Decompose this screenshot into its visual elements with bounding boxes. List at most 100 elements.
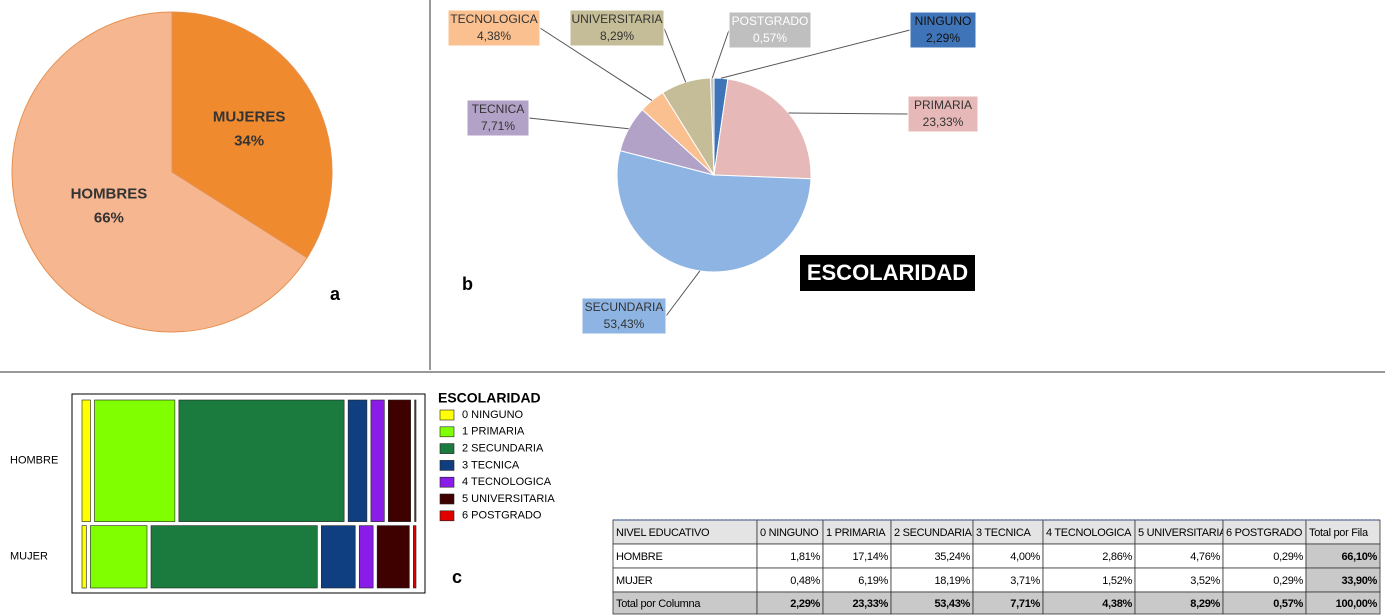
table-cell	[756, 543, 824, 569]
table-cell	[1042, 519, 1136, 545]
table-text: 3,52%	[1190, 575, 1220, 587]
slice-label: POSTGRADO	[732, 14, 809, 28]
panel-label: b	[462, 274, 473, 294]
table-header: 3 TECNICA	[976, 527, 1032, 539]
table-text: MUJER	[616, 575, 653, 587]
mosaic-tile	[90, 525, 148, 589]
label-box	[466, 99, 530, 137]
table-text: 0,29%	[1273, 551, 1303, 563]
pie-slice	[713, 78, 812, 180]
mosaic-tile	[358, 525, 374, 589]
slice-value: 53,43%	[604, 317, 645, 331]
table-cell	[1134, 543, 1224, 569]
table-cell	[1305, 591, 1381, 615]
chart-title: ESCOLARIDAD	[807, 260, 968, 285]
table-text: 33,90%	[1341, 575, 1377, 587]
table-text: 3,71%	[1010, 575, 1040, 587]
row-label: MUJER	[10, 551, 48, 563]
table-cell	[822, 567, 892, 593]
table-header: 1 PRIMARIA	[826, 527, 886, 539]
label-box	[581, 297, 667, 335]
table-cell	[1042, 567, 1136, 593]
table-text: 8,29%	[1190, 598, 1220, 610]
table-header: 6 POSTGRADO	[1226, 527, 1303, 539]
table-text: 2,29%	[790, 598, 820, 610]
table-header: NIVEL EDUCATIVO	[616, 527, 710, 539]
table-header: 2 SECUNDARIA	[894, 527, 973, 539]
slice-label: MUJERES	[213, 109, 286, 126]
table-cell	[890, 567, 974, 593]
table-text: 23,33%	[852, 598, 888, 610]
slice-value: 66%	[94, 210, 124, 227]
legend-swatch	[439, 510, 455, 522]
table-cell	[1305, 519, 1381, 545]
leader-line	[665, 270, 701, 317]
legend-label: 5 UNIVERSITARIA	[462, 493, 555, 505]
slice-label: PRIMARIA	[914, 98, 972, 112]
table-text: 0,48%	[790, 575, 820, 587]
slice-label: TECNICA	[472, 102, 525, 116]
table-text: 7,71%	[1010, 598, 1040, 610]
table-text: 6,19%	[858, 575, 888, 587]
mosaic-tile	[81, 525, 87, 589]
legend-swatch	[439, 443, 455, 454]
table-text: 0,29%	[1273, 575, 1303, 587]
label-box	[728, 11, 812, 49]
table-text: Total por Columna	[616, 598, 701, 610]
label-box	[909, 11, 977, 49]
panel-label: c	[452, 567, 462, 587]
legend-title: ESCOLARIDAD	[438, 390, 541, 406]
table-cell	[972, 519, 1044, 545]
slice-label: HOMBRES	[71, 186, 148, 203]
leader-line	[711, 29, 730, 79]
pie-slice	[11, 11, 308, 333]
table-text: 66,10%	[1341, 551, 1377, 563]
mosaic-tile	[321, 525, 356, 589]
legend-label: 2 SECUNDARIA	[462, 443, 544, 455]
title-box	[800, 255, 975, 291]
legend-label: 1 PRIMARIA	[462, 426, 525, 438]
mosaic-tile	[414, 399, 417, 522]
table-text: 35,24%	[934, 551, 970, 563]
table-header: 5 UNIVERSITARIA	[1138, 527, 1227, 539]
leader-line	[788, 112, 909, 115]
leader-line	[663, 27, 687, 83]
slice-value: 2,29%	[926, 31, 960, 45]
legend-label: 0 NINGUNO	[462, 409, 524, 421]
table-cell	[1305, 567, 1381, 593]
panel-label: a	[330, 284, 341, 304]
slice-label: UNIVERSITARIA	[571, 12, 662, 26]
row-label: HOMBRE	[10, 455, 58, 467]
mosaic-tile	[178, 399, 345, 522]
label-box	[447, 9, 541, 47]
slice-value: 7,71%	[481, 119, 515, 133]
slice-value: 34%	[234, 133, 264, 150]
table-text: 4,00%	[1010, 551, 1040, 563]
pie-slice	[171, 11, 333, 259]
legend-swatch	[439, 409, 455, 421]
legend-swatch	[439, 460, 455, 471]
slice-value: 8,29%	[600, 29, 634, 43]
mosaic-tile	[413, 525, 417, 589]
legend-label: 4 TECNOLOGICA	[462, 476, 552, 488]
mosaic-tile	[150, 525, 318, 589]
leader-line	[539, 27, 653, 101]
table-text: 100,00%	[1336, 598, 1378, 610]
table-text: 2,86%	[1102, 551, 1132, 563]
table-cell	[1134, 519, 1224, 545]
table-text: 0,57%	[1273, 598, 1303, 610]
mosaic-tile	[376, 525, 410, 589]
legend-swatch	[439, 476, 455, 488]
table-header: Total por Fila	[1309, 527, 1369, 539]
label-box	[907, 95, 979, 133]
table-cell	[612, 567, 758, 593]
slice-value: 0,57%	[753, 31, 787, 45]
table-cell	[890, 543, 974, 569]
legend-label: 3 TECNICA	[462, 459, 520, 471]
slice-label: SECUNDARIA	[585, 300, 664, 314]
mosaic-tile	[347, 399, 368, 522]
table-text: 1,52%	[1102, 575, 1132, 587]
slice-value: 4,38%	[477, 29, 511, 43]
table-header: 0 NINGUNO	[760, 527, 819, 539]
